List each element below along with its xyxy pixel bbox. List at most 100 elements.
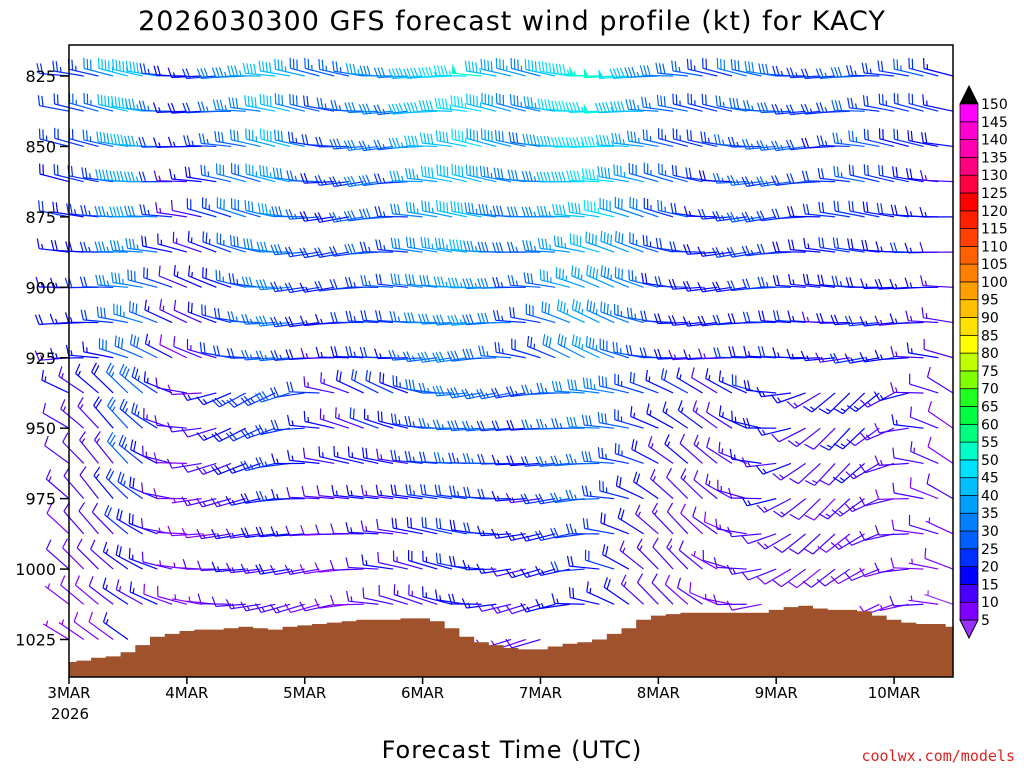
wind-barb-half-feather — [747, 351, 751, 357]
wind-barb-feather — [215, 67, 220, 78]
wind-barb — [318, 58, 350, 77]
wind-barb-half-feather — [673, 354, 677, 360]
wind-barb-half-feather — [323, 179, 327, 185]
wind-barb-staff — [864, 211, 895, 218]
wind-barb-feather — [636, 538, 643, 549]
wind-barb-feather — [375, 310, 379, 321]
wind-barb-feather — [761, 63, 766, 75]
wind-barb-feather — [274, 206, 279, 217]
wind-barb-feather — [335, 61, 339, 72]
wind-barb-staff — [260, 103, 291, 112]
wind-barb-feather — [469, 165, 471, 176]
wind-barb-staff — [377, 249, 408, 253]
wind-barb — [45, 469, 70, 500]
wind-barb-feather — [378, 310, 382, 321]
wind-barb — [875, 489, 909, 500]
wind-barb-feather — [134, 404, 138, 415]
wind-barb-feather — [159, 299, 163, 310]
wind-barb-feather — [362, 208, 368, 219]
wind-barb-staff — [687, 68, 718, 77]
wind-barb — [259, 164, 291, 183]
wind-barb-feather — [115, 579, 120, 590]
wind-barb-staff — [103, 621, 129, 640]
wind-barb-staff — [128, 279, 158, 288]
wind-barb-feather — [109, 170, 114, 182]
wind-barb — [624, 66, 659, 78]
wind-barb-feather — [744, 211, 751, 222]
wind-barb-feather — [214, 464, 222, 474]
wind-barb-feather — [77, 397, 84, 407]
wind-barb — [520, 493, 556, 505]
wind-barb-feather — [46, 503, 53, 514]
wind-barb-feather — [691, 367, 695, 378]
wind-barb-feather — [802, 273, 806, 285]
wind-barb-staff — [69, 68, 99, 77]
colorbar-label: 145 — [981, 115, 1008, 131]
wind-barb — [406, 516, 438, 535]
wind-barb-half-feather — [367, 144, 371, 150]
wind-barb-staff — [650, 478, 674, 500]
wind-barb-feather — [423, 132, 427, 144]
wind-barb-half-feather — [118, 586, 122, 592]
wind-barb — [420, 236, 453, 253]
wind-barb — [378, 585, 409, 605]
wind-barb-feather — [120, 473, 125, 484]
wind-barb — [703, 511, 733, 535]
wind-barb-half-feather — [852, 472, 858, 478]
wind-barb-feather — [591, 233, 594, 245]
wind-barb-staff — [893, 457, 924, 464]
wind-barb-half-feather — [879, 354, 883, 360]
wind-barb-staff — [91, 371, 114, 394]
wind-barb-staff — [525, 68, 556, 77]
wind-barb-feather — [585, 485, 589, 497]
wind-barb-staff — [44, 585, 70, 605]
wind-barb-staff — [510, 284, 541, 288]
wind-barb — [187, 231, 217, 253]
wind-barb-staff — [910, 416, 939, 429]
wind-barb-feather — [260, 241, 265, 252]
wind-barb-feather — [465, 420, 471, 431]
wind-barb-feather — [718, 405, 722, 416]
wind-barb-half-feather — [40, 354, 44, 361]
wind-barb-staff — [569, 498, 600, 501]
wind-barb-staff — [672, 250, 703, 253]
wind-barb-feather — [438, 484, 442, 496]
wind-barb-feather — [891, 414, 895, 425]
wind-barb-staff — [540, 533, 571, 541]
wind-barb-half-feather — [397, 316, 401, 322]
wind-barb — [705, 473, 733, 500]
wind-barb-half-feather — [855, 136, 858, 143]
wind-barb-feather — [288, 282, 294, 293]
wind-barb-feather — [263, 241, 268, 253]
wind-barb-staff — [115, 554, 143, 570]
wind-barb-half-feather — [441, 457, 445, 463]
wind-barb-feather — [496, 205, 500, 217]
wind-barb-feather — [255, 457, 261, 468]
wind-barb — [664, 574, 689, 605]
wind-barb-feather — [425, 100, 430, 111]
wind-barb-staff — [274, 251, 305, 256]
wind-barb-feather — [618, 268, 620, 279]
wind-barb-feather — [394, 238, 397, 249]
wind-barb-feather — [741, 246, 747, 257]
wind-barb — [346, 590, 379, 605]
wind-barb-feather — [287, 131, 291, 142]
wind-barb-feather — [640, 310, 644, 322]
wind-barb-feather — [469, 348, 474, 359]
wind-barb-feather — [362, 447, 365, 458]
wind-barb — [846, 65, 880, 77]
wind-barb-feather — [484, 312, 489, 323]
wind-barb-staff — [68, 175, 99, 183]
wind-barb-feather — [53, 93, 56, 105]
wind-barb-feather — [731, 313, 736, 324]
wind-barb — [815, 352, 850, 363]
wind-barb — [629, 232, 659, 253]
wind-barb-half-feather — [650, 443, 654, 449]
wind-barb-feather — [852, 165, 855, 176]
wind-barb-half-feather — [246, 605, 250, 611]
wind-barb-feather — [620, 101, 625, 112]
wind-barb-feather — [557, 236, 560, 247]
wind-barb — [376, 448, 408, 464]
wind-barb-feather — [200, 68, 206, 79]
wind-barb-feather — [541, 301, 544, 312]
